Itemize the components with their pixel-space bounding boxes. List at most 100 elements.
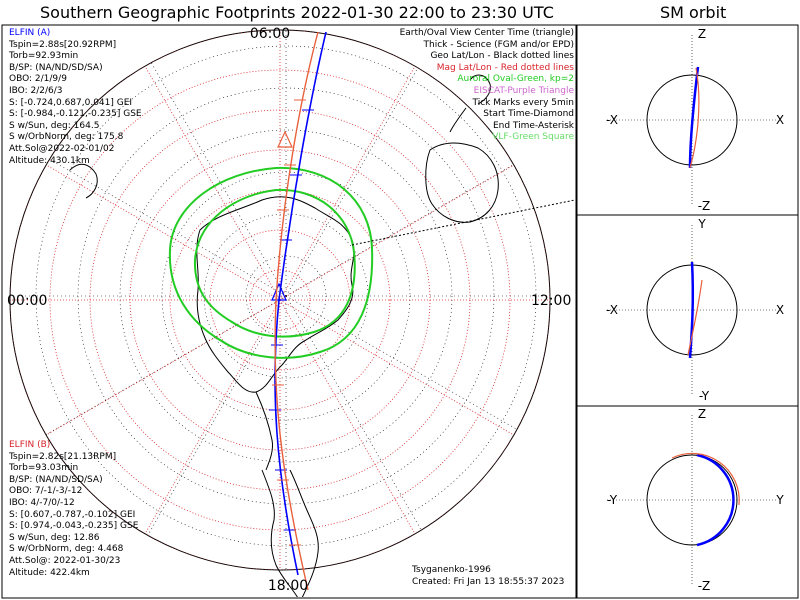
south-america-coastline: [261, 469, 319, 597]
auroral-oval: [168, 166, 374, 359]
mag-lon-line: [279, 299, 541, 451]
elfin-a-line: Torb=92.93min: [9, 51, 79, 62]
elfin-b-line: Tspin=2.82s[21.13RPM]: [9, 451, 117, 462]
sm-orbit-b: [671, 452, 740, 506]
mag-lon-line: [279, 299, 431, 561]
elfin-b-footprint: [272, 31, 319, 591]
south-africa-coastline: [69, 163, 98, 199]
legend-item: Geo Lat/Lon - Black dotted lines: [430, 51, 574, 62]
sm-axis-label-left: -X: [606, 113, 618, 127]
sm-axis-label-bottom: -Z: [698, 579, 711, 593]
sm-axis-label-right: X: [776, 303, 784, 317]
elfin-b-name: ELFIN (B): [9, 440, 51, 450]
sm-orbit-a: [688, 261, 695, 359]
geo-lon-line: [285, 295, 546, 447]
elfin-b-line: Torb=93.03min: [9, 463, 79, 474]
geo-lon-line: [285, 295, 437, 556]
elfin-a-line: Att.Sol@2022-02-01/02: [9, 143, 115, 154]
elfin-a-line: S w/Sun, deg: 164.5: [9, 120, 100, 131]
elfin-b-line: Att.Sol@: 2022-01-30/23: [9, 555, 121, 566]
sm-axis-label-left: -X: [606, 303, 618, 317]
sm-panel: Z -Z -X X: [606, 27, 784, 213]
mlt-label-top: 06:00: [250, 26, 290, 42]
legend-item: Mag Lat/Lon - Red dotted lines: [436, 62, 574, 73]
legend-item: Thick - Science (FGM and/or EPD): [423, 39, 574, 50]
elfin-b-line: S: [0.974,-0.043,-0.235] GSE: [9, 521, 139, 532]
elfin-a-line: Tspin=2.88s[20.92RPM]: [9, 39, 117, 50]
elfin-a-line: OBO: 2/1/9/9: [9, 74, 67, 85]
elfin-a-line: Altitude: 430.1km: [9, 155, 90, 166]
sm-axis-label-left: -Y: [607, 493, 618, 507]
sm-orbit-panels: Z -Z -X X Y -Y -X X Z -Z -Y Y: [606, 27, 784, 593]
antarctic-peninsula: [255, 391, 273, 471]
mag-lon-line: [279, 149, 541, 301]
sm-orbit-b: [689, 67, 700, 169]
elfin-b-line: S w/Sun, deg: 12.86: [9, 532, 100, 543]
elfin-a-line: B/SP: (NA/ND/SD/SA): [9, 62, 103, 73]
sm-axis-label-top: Y: [697, 217, 706, 231]
credits: Tsyganenko-1996 Created: Fri Jan 13 18:5…: [412, 565, 564, 588]
mlt-label-left: 00:00: [7, 293, 47, 309]
new-zealand-coastline: [449, 74, 491, 133]
legend-item: Auroral Oval-Green, kp=2: [457, 74, 574, 85]
sm-panel: Y -Y -X X: [606, 217, 784, 403]
elfin-b-line: IBO: 4/-7/0/-12: [9, 497, 75, 508]
mag-lon-line: [129, 299, 281, 561]
elfin-a-line: S w/OrbNorm, deg: 175.8: [9, 132, 124, 143]
sm-axis-label-top: Z: [698, 27, 706, 41]
elfin-a-line: IBO: 2/2/6/3: [9, 85, 63, 96]
polar-map: 06:00 00:00 12:00 18:00: [7, 26, 575, 597]
antarctica-coastline: [196, 196, 355, 393]
legend-item: End Time-Asterisk: [492, 120, 574, 131]
elfin-b-center-triangle: [277, 130, 293, 148]
mag-lon-line: [19, 299, 281, 451]
model-credit: Tsyganenko-1996: [412, 565, 491, 575]
australia-coastline: [425, 142, 499, 223]
legend-item: Earth/Oval View Center Time (triangle): [399, 28, 574, 38]
elfin-b-line: OBO: 7/-1/-3/-12: [9, 486, 83, 497]
terminator-line: [351, 199, 575, 246]
elfin-b-track-line: [274, 31, 319, 591]
legend-item: EISCAT-Purple Triangle: [473, 85, 574, 96]
mag-lat-circle: [49, 69, 511, 531]
elfin-a-name: ELFIN (A): [9, 28, 51, 38]
continents: [69, 74, 499, 597]
mag-lon-line: [19, 149, 281, 301]
legend: Earth/Oval View Center Time (triangle) T…: [400, 28, 574, 144]
geo-lon-line: [135, 36, 287, 297]
elfin-a-center-triangle: [271, 282, 287, 301]
main-title: Southern Geographic Footprints 2022-01-3…: [40, 3, 554, 22]
sm-panel: Z -Z -Y Y: [607, 407, 784, 593]
legend-item: Start Time-Diamond: [483, 109, 574, 120]
elfin-b-line: S w/OrbNorm, deg: 4.468: [9, 544, 124, 555]
geo-lat-circle: [35, 45, 537, 547]
mag-grid: [10, 30, 550, 570]
mag-lat-circle: [169, 189, 391, 411]
elfin-b-line: B/SP: (NA/ND/SD/SA): [9, 474, 103, 485]
sm-axis-label-bottom: -Y: [699, 389, 710, 403]
auroral-oval-outer: [168, 166, 374, 359]
sm-axis-label-bottom: -Z: [698, 199, 711, 213]
elfin-a-line: S: [-0.724,0.687,0.041] GEI: [9, 97, 133, 108]
sm-orbit-a: [688, 66, 700, 169]
sm-axis-label-right: Y: [775, 493, 784, 507]
created-timestamp: Created: Fri Jan 13 18:55:37 2023: [412, 576, 565, 587]
elfin-a-line: S: [-0.984,-0.121,-0.235] GSE: [9, 109, 142, 120]
elfin-b-line: Altitude: 422.4km: [9, 567, 90, 578]
sm-orbit-title: SM orbit: [660, 3, 727, 22]
geo-lon-line: [26, 145, 287, 297]
map-frame: [1, 24, 577, 599]
sm-axis-label-right: X: [776, 113, 784, 127]
sm-orbit-b: [687, 279, 703, 356]
elfin-a-footprint: [269, 31, 327, 576]
sm-frame: [576, 24, 799, 599]
geo-lon-line: [26, 295, 287, 447]
mlt-label-bottom: 18:00: [268, 578, 308, 594]
legend-item: VLF-Green Square: [492, 132, 574, 143]
elfin-b-line: S: [0.607,-0.787,-0.102] GEI: [9, 509, 136, 520]
geo-lon-line: [285, 145, 546, 297]
geo-lat-circle: [119, 129, 453, 463]
elfin-a-info: ELFIN (A) Tspin=2.88s[20.92RPM] Torb=92.…: [9, 28, 142, 167]
elfin-b-info: ELFIN (B) Tspin=2.82s[21.13RPM] Torb=93.…: [9, 440, 138, 579]
